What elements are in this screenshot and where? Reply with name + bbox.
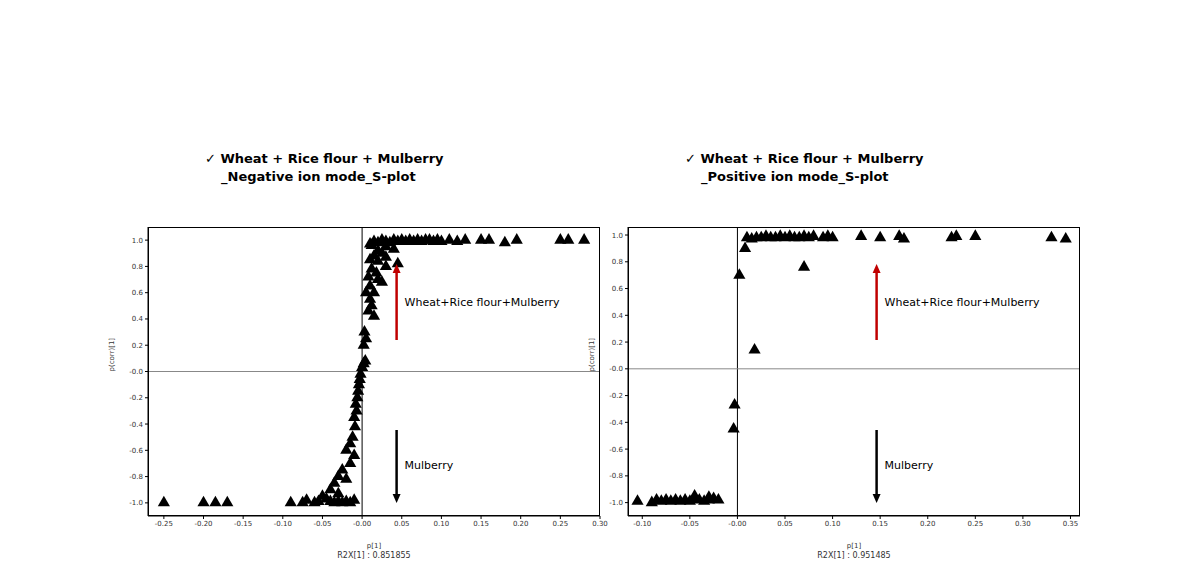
svg-text:-0.00: -0.00 xyxy=(353,520,371,528)
svg-text:0.15: 0.15 xyxy=(473,520,489,528)
html-text:Mulberry: Mulberry xyxy=(404,459,454,472)
svg-text:0.8: 0.8 xyxy=(132,263,143,271)
svg-text:-0.2: -0.2 xyxy=(129,394,143,402)
svg-text:0.6: 0.6 xyxy=(612,285,624,293)
svg-text:0.2: 0.2 xyxy=(612,339,623,347)
svg-text:0.25: 0.25 xyxy=(553,520,569,528)
svg-text:0.2: 0.2 xyxy=(132,342,143,350)
svg-text:-0.00: -0.00 xyxy=(728,520,746,528)
svg-text:p(corr)[1]: p(corr)[1] xyxy=(588,338,596,372)
svg-text:0.30: 0.30 xyxy=(592,520,608,528)
svg-text:0.25: 0.25 xyxy=(968,520,984,528)
svg-text:-0.05: -0.05 xyxy=(681,520,699,528)
svg-text:1.0: 1.0 xyxy=(612,232,623,240)
svg-text:-0.10: -0.10 xyxy=(274,520,292,528)
svg-text:0.10: 0.10 xyxy=(825,520,841,528)
svg-text:-0.6: -0.6 xyxy=(129,447,143,455)
svg-text:p[1]: p[1] xyxy=(847,542,862,550)
html-text:_Positive ion mode_S-plot: _Positive ion mode_S-plot xyxy=(701,169,889,184)
svg-text:-0.8: -0.8 xyxy=(129,473,143,481)
svg-text:-0.0: -0.0 xyxy=(129,368,143,376)
html-text:Wheat+Rice flour+Mulberry: Wheat+Rice flour+Mulberry xyxy=(404,296,560,309)
svg-text:-0.4: -0.4 xyxy=(609,419,623,427)
svg-text:-0.25: -0.25 xyxy=(155,520,173,528)
html-text:R2X[1] : 0.951485: R2X[1] : 0.951485 xyxy=(817,551,891,560)
svg-text:-0.2: -0.2 xyxy=(609,392,623,400)
svg-text:-1.0: -1.0 xyxy=(129,499,143,507)
svg-text:0.20: 0.20 xyxy=(920,520,936,528)
svg-text:0.6: 0.6 xyxy=(132,289,144,297)
svg-text:0.15: 0.15 xyxy=(872,520,888,528)
svg-text:0.4: 0.4 xyxy=(612,312,624,320)
svg-text:-0.05: -0.05 xyxy=(313,520,331,528)
svg-text:-0.8: -0.8 xyxy=(609,472,623,480)
svg-text:p[1]: p[1] xyxy=(367,542,382,550)
svg-text:0.05: 0.05 xyxy=(394,520,410,528)
html-text:R2X[1] : 0.851855: R2X[1] : 0.851855 xyxy=(337,551,411,560)
svg-text:-0.15: -0.15 xyxy=(234,520,252,528)
svg-text:0.35: 0.35 xyxy=(1063,520,1079,528)
svg-text:0.20: 0.20 xyxy=(513,520,529,528)
svg-text:0.8: 0.8 xyxy=(612,258,623,266)
html-text:✓ Wheat + Rice flour + Mulberr: ✓ Wheat + Rice flour + Mulberry xyxy=(205,151,444,166)
svg-text:-0.4: -0.4 xyxy=(129,421,143,429)
svg-text:0.05: 0.05 xyxy=(777,520,793,528)
svg-text:0.10: 0.10 xyxy=(434,520,450,528)
svg-text:0.4: 0.4 xyxy=(132,315,144,323)
svg-text:p(corr)[1]: p(corr)[1] xyxy=(108,338,116,372)
svg-text:-0.0: -0.0 xyxy=(609,365,623,373)
svg-text:1.0: 1.0 xyxy=(132,237,143,245)
svg-text:-1.0: -1.0 xyxy=(609,499,623,507)
svg-text:0.30: 0.30 xyxy=(1015,520,1031,528)
html-text:_Negative ion mode_S-plot: _Negative ion mode_S-plot xyxy=(221,169,416,184)
svg-text:-0.20: -0.20 xyxy=(194,520,212,528)
svg-text:-0.10: -0.10 xyxy=(633,520,651,528)
html-text:Mulberry: Mulberry xyxy=(884,459,934,472)
svg-text:-0.6: -0.6 xyxy=(609,446,623,454)
html-text:✓ Wheat + Rice flour + Mulberr: ✓ Wheat + Rice flour + Mulberry xyxy=(685,151,924,166)
html-text:Wheat+Rice flour+Mulberry: Wheat+Rice flour+Mulberry xyxy=(884,296,1040,309)
